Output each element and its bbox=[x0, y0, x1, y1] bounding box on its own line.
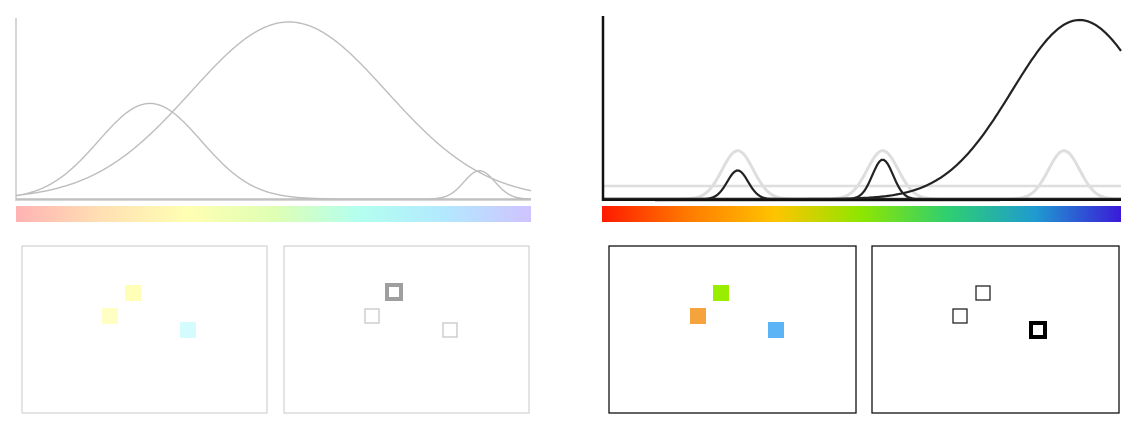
left-curve-1 bbox=[15, 102, 531, 200]
right-frames bbox=[608, 245, 1120, 414]
right-frame-2 bbox=[871, 245, 1120, 414]
left-frame-border bbox=[21, 245, 268, 414]
right-outline-square bbox=[952, 308, 968, 324]
right-bold-outline-square bbox=[1029, 321, 1047, 339]
right-filled-square bbox=[713, 285, 729, 301]
right-curve-3 bbox=[603, 18, 1122, 201]
right-panel bbox=[601, 16, 1122, 414]
left-filled-square bbox=[125, 285, 141, 301]
left-frame-2 bbox=[283, 245, 530, 414]
right-frame-1 bbox=[608, 245, 857, 414]
right-color-gradient-bar bbox=[602, 206, 1121, 222]
left-panel bbox=[15, 18, 532, 414]
right-ghost-curve-2 bbox=[603, 149, 1121, 201]
left-frame-1 bbox=[21, 245, 268, 414]
right-frame-border bbox=[608, 245, 857, 414]
right-ghost-curve-1 bbox=[603, 149, 1121, 201]
left-color-gradient-bar bbox=[16, 206, 531, 222]
right-outline-square bbox=[975, 285, 991, 301]
left-outline-square bbox=[442, 322, 458, 338]
left-bold-outline-square bbox=[385, 283, 403, 301]
left-curve-3 bbox=[16, 170, 532, 200]
right-curves bbox=[603, 18, 1122, 201]
left-curves bbox=[15, 21, 532, 200]
right-ghost-curve-3 bbox=[603, 149, 1121, 201]
left-curve-2 bbox=[15, 21, 532, 197]
left-frame-border bbox=[283, 245, 530, 414]
right-spectrum-plot bbox=[601, 16, 1122, 202]
right-filled-square bbox=[768, 322, 784, 338]
right-filled-square bbox=[690, 308, 706, 324]
right-ghost-curves bbox=[603, 149, 1121, 201]
left-spectrum-plot bbox=[15, 18, 532, 201]
left-filled-square bbox=[102, 308, 118, 324]
right-frame-border bbox=[871, 245, 1120, 414]
left-filled-square bbox=[180, 322, 196, 338]
left-frames bbox=[21, 245, 530, 414]
left-outline-square bbox=[364, 308, 380, 324]
